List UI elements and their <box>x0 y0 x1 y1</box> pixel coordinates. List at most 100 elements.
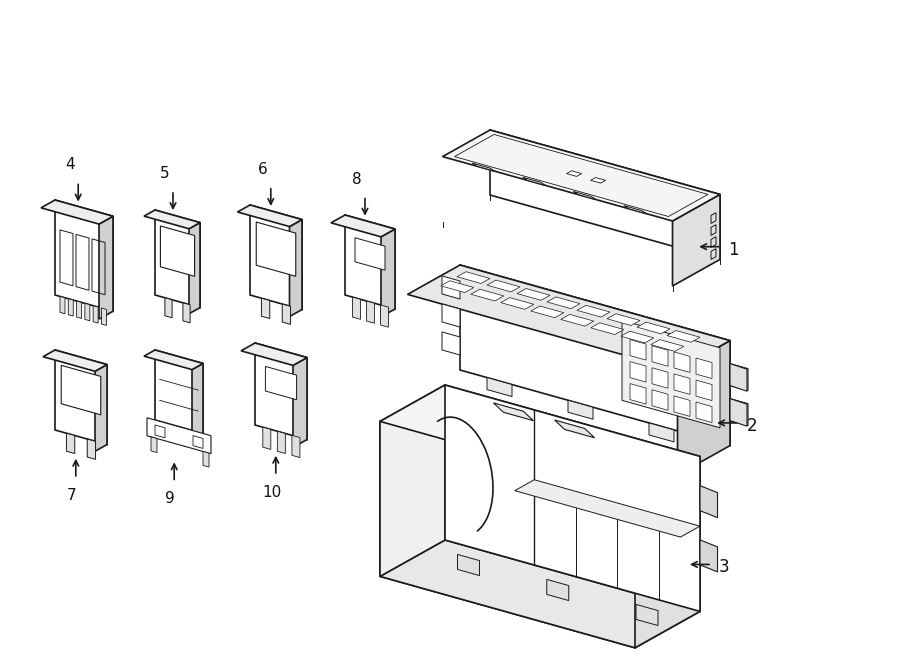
Polygon shape <box>577 305 610 317</box>
Polygon shape <box>700 486 717 518</box>
Polygon shape <box>144 210 200 229</box>
Text: 5: 5 <box>160 166 170 181</box>
Polygon shape <box>283 304 291 325</box>
Polygon shape <box>607 314 640 325</box>
Polygon shape <box>87 439 95 459</box>
Polygon shape <box>652 390 668 410</box>
Polygon shape <box>621 331 653 343</box>
Polygon shape <box>443 130 720 221</box>
Polygon shape <box>442 332 460 355</box>
Polygon shape <box>353 297 361 319</box>
Polygon shape <box>493 403 534 420</box>
Polygon shape <box>696 358 712 379</box>
Polygon shape <box>500 297 534 309</box>
Polygon shape <box>238 205 302 227</box>
Text: 6: 6 <box>258 162 267 177</box>
Polygon shape <box>331 215 395 237</box>
Polygon shape <box>487 377 512 397</box>
Polygon shape <box>730 399 747 426</box>
Polygon shape <box>292 436 300 457</box>
Polygon shape <box>652 346 668 366</box>
Polygon shape <box>68 299 73 316</box>
Polygon shape <box>554 420 595 438</box>
Polygon shape <box>193 436 203 448</box>
Polygon shape <box>95 365 107 451</box>
Polygon shape <box>345 215 395 309</box>
Polygon shape <box>457 272 490 284</box>
Polygon shape <box>649 423 674 442</box>
Polygon shape <box>61 366 101 415</box>
Polygon shape <box>381 305 389 327</box>
Polygon shape <box>55 200 113 311</box>
Polygon shape <box>674 352 690 372</box>
Polygon shape <box>674 396 690 416</box>
Polygon shape <box>151 437 157 453</box>
Polygon shape <box>711 237 716 247</box>
Polygon shape <box>568 401 593 419</box>
Polygon shape <box>255 343 307 440</box>
Polygon shape <box>561 315 594 326</box>
Polygon shape <box>460 265 730 446</box>
Polygon shape <box>711 225 716 235</box>
Text: 8: 8 <box>352 172 362 186</box>
Polygon shape <box>183 303 190 323</box>
Polygon shape <box>622 321 720 428</box>
Polygon shape <box>667 330 700 342</box>
Polygon shape <box>355 238 385 270</box>
Polygon shape <box>41 200 113 224</box>
Polygon shape <box>380 422 635 648</box>
Polygon shape <box>590 178 606 183</box>
Polygon shape <box>730 364 748 391</box>
Polygon shape <box>624 206 647 214</box>
Polygon shape <box>192 364 203 440</box>
Polygon shape <box>635 456 700 648</box>
Polygon shape <box>630 340 646 360</box>
Polygon shape <box>380 385 445 576</box>
Polygon shape <box>266 366 297 400</box>
Polygon shape <box>630 383 646 404</box>
Polygon shape <box>250 205 302 309</box>
Polygon shape <box>147 418 211 453</box>
Polygon shape <box>381 229 395 317</box>
Polygon shape <box>85 303 90 321</box>
Polygon shape <box>76 301 82 319</box>
Polygon shape <box>165 297 172 318</box>
Text: 4: 4 <box>66 157 75 173</box>
Text: 10: 10 <box>262 485 282 500</box>
Polygon shape <box>189 223 200 314</box>
Polygon shape <box>700 540 717 572</box>
Polygon shape <box>43 350 107 371</box>
Polygon shape <box>67 433 75 453</box>
Polygon shape <box>730 399 748 426</box>
Polygon shape <box>590 323 624 334</box>
Polygon shape <box>652 368 668 388</box>
Polygon shape <box>457 555 480 576</box>
Polygon shape <box>293 358 307 447</box>
Polygon shape <box>277 431 285 453</box>
Polygon shape <box>678 340 730 475</box>
Polygon shape <box>547 580 569 601</box>
Polygon shape <box>630 362 646 382</box>
Polygon shape <box>261 298 270 319</box>
Polygon shape <box>531 306 563 318</box>
Polygon shape <box>490 130 720 259</box>
Polygon shape <box>711 249 716 259</box>
Polygon shape <box>567 171 581 176</box>
Polygon shape <box>144 350 203 369</box>
Polygon shape <box>99 216 113 319</box>
Polygon shape <box>672 194 720 286</box>
Polygon shape <box>203 451 209 467</box>
Polygon shape <box>241 343 307 366</box>
Polygon shape <box>730 364 747 391</box>
Polygon shape <box>290 219 302 317</box>
Polygon shape <box>674 374 690 395</box>
Text: 1: 1 <box>728 241 739 258</box>
Polygon shape <box>487 280 520 292</box>
Polygon shape <box>155 425 165 438</box>
Polygon shape <box>93 305 98 323</box>
Polygon shape <box>573 192 596 200</box>
Polygon shape <box>547 297 580 309</box>
Text: 3: 3 <box>719 559 730 576</box>
Polygon shape <box>60 296 65 314</box>
Polygon shape <box>472 163 495 171</box>
